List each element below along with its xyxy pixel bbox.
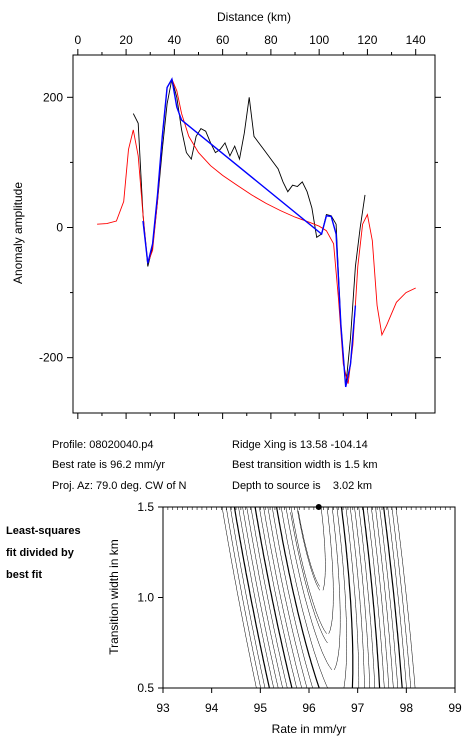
contour-x-tick-label: 95: [254, 701, 268, 715]
x-tick-label: 40: [168, 33, 182, 47]
contour-line: [290, 512, 328, 644]
x-tick-label: 0: [74, 33, 81, 47]
contour-line: [250, 506, 288, 689]
contour-line: [366, 506, 385, 689]
model-anomaly-line: [97, 78, 416, 384]
x-tick-label: 120: [357, 33, 377, 47]
contour-line: [276, 506, 320, 689]
x-tick-label: 140: [406, 33, 426, 47]
contour-line: [271, 506, 313, 689]
contour-line: [263, 506, 302, 689]
contour-y-axis-label: Transition width in km: [107, 539, 121, 655]
best-rate: Best rate is 96.2 mm/yr: [52, 459, 165, 471]
contour-line: [345, 506, 360, 688]
contour-line: [296, 506, 320, 591]
x-tick-label: 60: [216, 33, 230, 47]
side-note: Least-squares fit divided by best fit: [6, 525, 81, 581]
contour-line: [238, 506, 274, 689]
y-axis-label: Anomaly amplitude: [11, 182, 25, 284]
y-tick-label: -200: [39, 351, 63, 365]
contour-line: [358, 506, 376, 689]
side-note-line-2: fit divided by: [6, 547, 75, 559]
contour-y-tick-label: 1.0: [137, 591, 154, 605]
contour-line: [391, 506, 412, 689]
contour-line: [331, 506, 341, 670]
contour-y-tick-label: 0.5: [137, 681, 154, 695]
contour-line: [225, 506, 261, 689]
contour-x-tick-label: 97: [351, 701, 365, 715]
plot-frame: [72, 54, 436, 414]
depth-to-source: Depth to source is 3.02 km: [232, 480, 372, 492]
y-tick-label: 0: [56, 220, 63, 234]
contour-line: [336, 506, 347, 689]
side-note-line-3: best fit: [6, 569, 42, 581]
contour-line: [242, 506, 279, 689]
contour-line: [354, 506, 371, 689]
contour-line: [280, 506, 328, 689]
contour-x-axis-label: Rate in mm/yr: [272, 722, 347, 736]
contour-line: [395, 506, 416, 689]
contour-y-tick-label: 1.5: [137, 500, 154, 514]
projection-azimuth: Proj. Az: 79.0 deg. CW of N: [52, 480, 187, 492]
contour-x-tick-label: 99: [448, 701, 462, 715]
best-fit-marker: [315, 504, 322, 510]
contour-line: [375, 506, 394, 689]
contour-line: [362, 506, 381, 689]
side-note-line-1: Least-squares: [6, 525, 81, 537]
profile-info: Profile: 08020040.p4 Best rate is 96.2 m…: [52, 439, 378, 492]
contour-x-tick-label: 98: [400, 701, 414, 715]
contour-line: [349, 506, 365, 689]
fitted-segment-line: [142, 77, 357, 388]
contour-line: [320, 506, 326, 591]
contour-line: [285, 506, 333, 671]
x-tick-label: 100: [309, 33, 329, 47]
contour-x-tick-label: 94: [205, 701, 219, 715]
contour-line: [233, 506, 270, 689]
contour-line: [254, 506, 293, 689]
contour-line: [246, 506, 283, 689]
observed-anomaly-line: [132, 78, 366, 388]
contour-line: [230, 506, 266, 689]
contour-frame: [162, 506, 456, 689]
contour-line: [340, 506, 354, 689]
contour-x-tick-label: 93: [156, 701, 170, 715]
anomaly-profile-chart: Distance (km) Anomaly amplitude 0 20 40 60 8…: [11, 10, 441, 419]
misfit-contour-chart: 93 94 95 96 97 98 99 0.5 1.0 1.5 Rate in mm/yr Tr…: [107, 500, 462, 736]
contour-x-tick-label: 96: [302, 701, 316, 715]
contour-line: [267, 506, 308, 689]
x-tick-label: 80: [264, 33, 278, 47]
contour-line: [326, 506, 334, 634]
y-tick-label: 200: [43, 90, 63, 104]
contour-line: [383, 506, 403, 689]
contour-line: [387, 506, 407, 689]
contour-line: [290, 506, 327, 634]
profile-name: Profile: 08020040.p4: [52, 439, 154, 451]
contour-line: [298, 510, 320, 587]
x-axis-label: Distance (km): [217, 10, 291, 24]
best-transition-width: Best transition width is 1.5 km: [232, 459, 378, 471]
ridge-crossing: Ridge Xing is 13.58 -104.14: [232, 439, 368, 451]
contour-line: [259, 506, 297, 689]
x-tick-label: 20: [119, 33, 133, 47]
contour-line: [221, 506, 257, 689]
contour-line: [379, 506, 399, 689]
contour-line: [371, 506, 390, 689]
